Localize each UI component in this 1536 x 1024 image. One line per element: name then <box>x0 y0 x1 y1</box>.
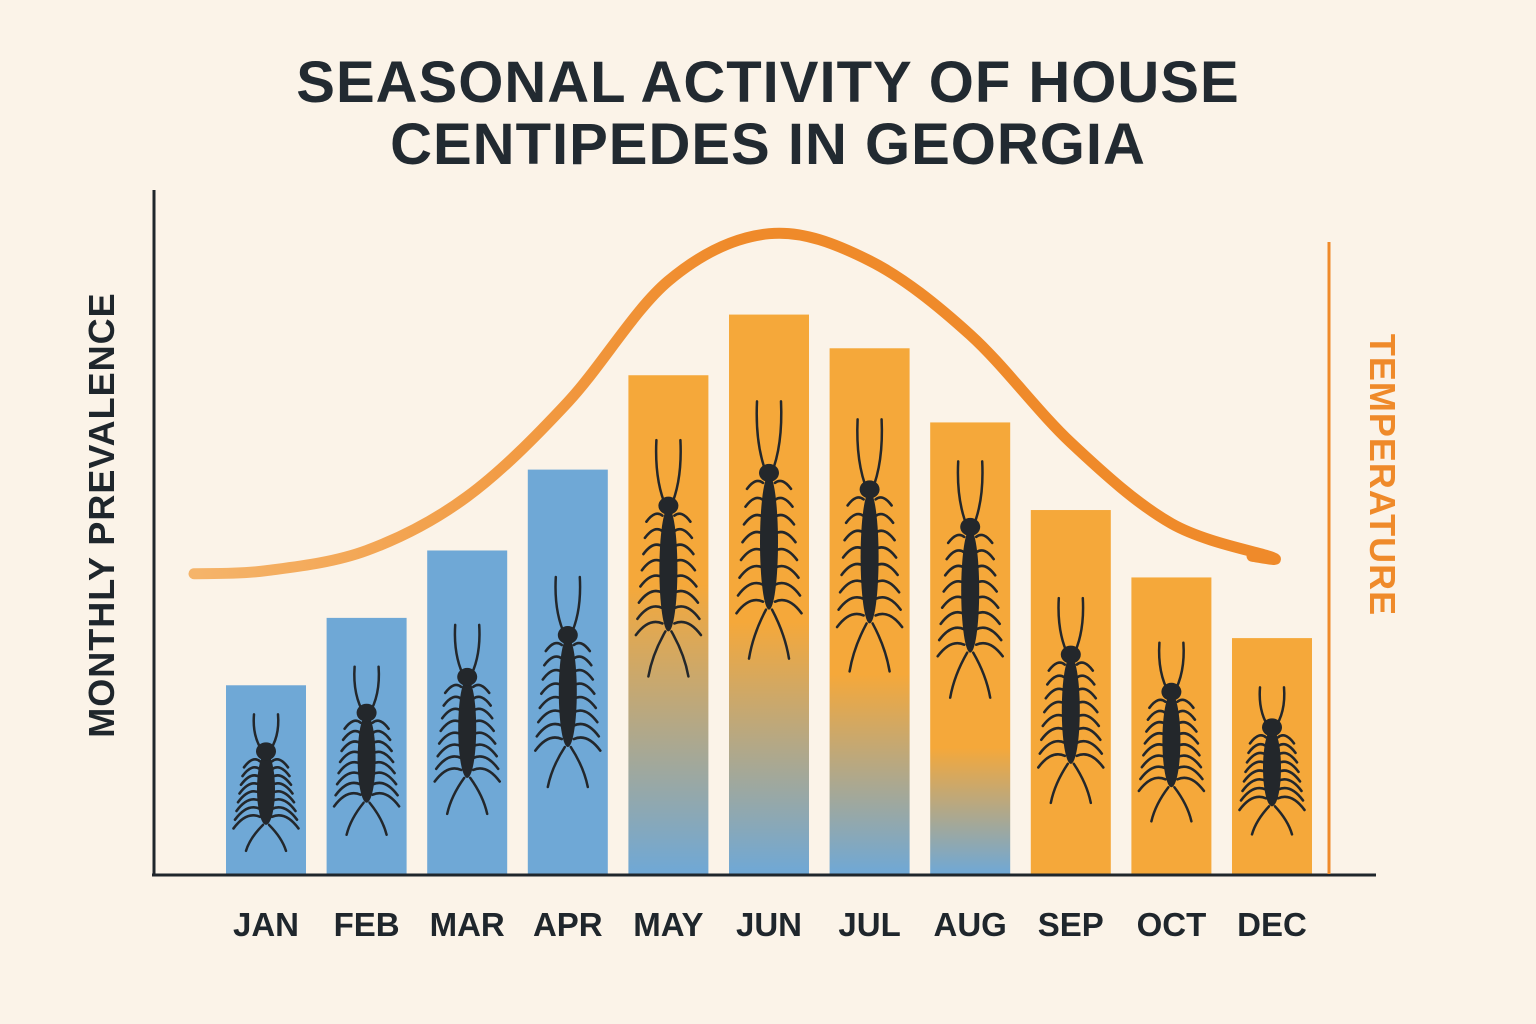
centipede-icon <box>433 623 502 816</box>
x-tick-label-oct: OCT <box>1137 906 1207 943</box>
x-tick-label-jan: JAN <box>233 906 299 943</box>
x-tick-label-feb: FEB <box>334 906 400 943</box>
centipede-icon <box>1037 596 1105 805</box>
axes-layer <box>152 190 1376 877</box>
bars-layer <box>226 314 1312 875</box>
x-tick-label-jun: JUN <box>736 906 802 943</box>
centipede-icon <box>232 713 300 853</box>
x-tick-label-mar: MAR <box>430 906 505 943</box>
x-tick-label-apr: APR <box>533 906 603 943</box>
x-tick-label-jul: JUL <box>838 906 900 943</box>
x-tick-label-aug: AUG <box>934 906 1007 943</box>
x-tick-label-dec: DEC <box>1237 906 1307 943</box>
chart-title-line-1: SEASONAL ACTIVITY OF HOUSE <box>296 50 1240 115</box>
centipede-icon <box>936 460 1005 699</box>
centipede-icon <box>533 575 602 789</box>
chart-title: SEASONAL ACTIVITY OF HOUSE CENTIPEDES IN… <box>0 52 1536 176</box>
x-tick-label-sep: SEP <box>1038 906 1104 943</box>
centipede-icon <box>332 665 401 836</box>
temperature-line-layer <box>188 227 1281 580</box>
centipede-icons-layer <box>232 400 1306 853</box>
centipede-icon <box>835 418 904 673</box>
centipede-icon <box>1137 641 1206 823</box>
x-tick-label-may: MAY <box>633 906 703 943</box>
centipede-icon <box>634 438 703 678</box>
centipede-icon <box>1238 686 1306 836</box>
temperature-line <box>188 227 1281 580</box>
chart-title-line-2: CENTIPEDES IN GEORGIA <box>390 112 1146 177</box>
tick-labels-layer: JAN FEB MAR APR MAY JUN JUL AUG SEP OCT DEC <box>233 906 1307 943</box>
centipede-icon <box>735 400 803 660</box>
